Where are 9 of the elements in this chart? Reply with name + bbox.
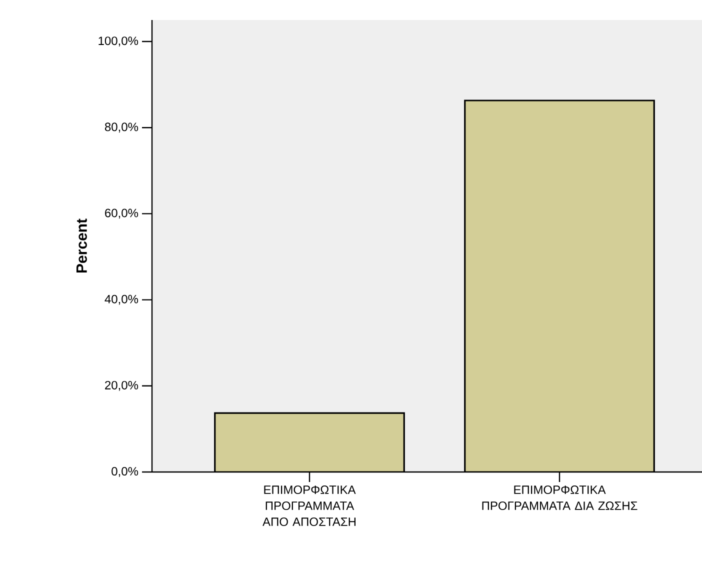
x-tick-label: ΕΠΙΜΟΡΦΩΤΙΚΑ ΠΡΟΓΡΑΜΜΑΤΑ ΔΙΑ ΖΩΣΗΣ (482, 486, 638, 510)
y-tick-label: 0,0% (112, 467, 138, 477)
y-tick-label: 80,0% (104, 122, 138, 133)
y-tick-label: 20,0% (105, 380, 138, 391)
x-tick-label: ΕΠΙΜΟΡΦΩΤΙΚΑ ΠΡΟΓΡΑΜΜΑΤΑ ΑΠΟ ΑΠΟΣΤΑΣΗ (262, 486, 356, 526)
y-tick-label: 40,0% (104, 294, 138, 305)
y-tick-label: 60,0% (105, 208, 138, 219)
y-axis-title: Percent (76, 218, 87, 273)
y-tick-label: 100,0% (98, 36, 138, 46)
